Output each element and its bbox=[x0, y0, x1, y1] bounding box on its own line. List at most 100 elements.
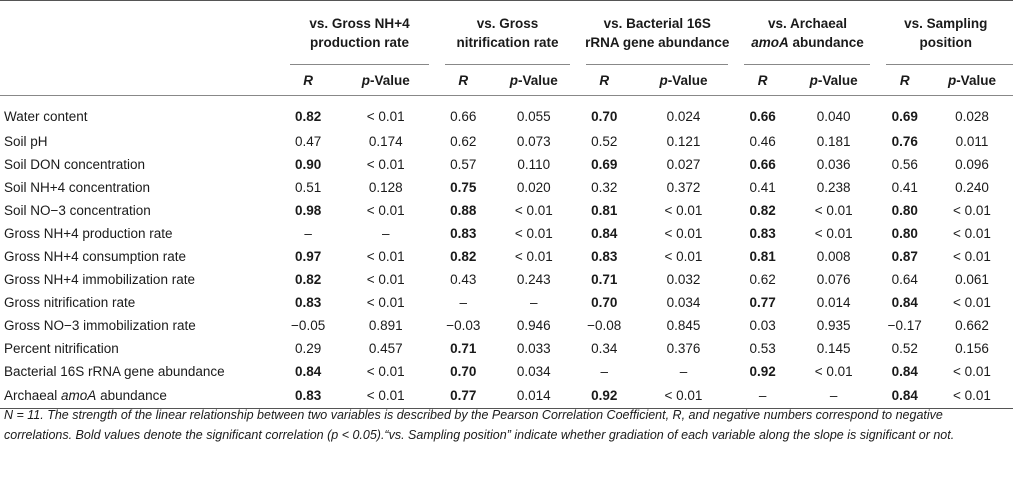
p-value-cell: 0.014 bbox=[816, 295, 851, 310]
r-value-cell: 0.84 bbox=[878, 383, 931, 409]
ion-sup: + bbox=[49, 180, 58, 195]
label-text: Archaeal bbox=[4, 388, 62, 403]
r-value-cell: 0.62 bbox=[749, 272, 776, 287]
p-value-cell: 0.011 bbox=[955, 134, 989, 149]
p-italic: p bbox=[361, 72, 370, 88]
p-value-cell: 0.946 bbox=[516, 318, 551, 333]
r-value-cell: 0.83 bbox=[295, 295, 322, 310]
gene-name: amoA bbox=[61, 388, 97, 403]
group-header-line1: vs. Sampling bbox=[879, 14, 1012, 33]
label-text-post: immobilization rate bbox=[78, 272, 195, 287]
p-value-header: p-Value bbox=[489, 65, 579, 96]
r-value-cell: 0.52 bbox=[891, 341, 918, 356]
p-rest: -Value bbox=[817, 72, 858, 88]
r-value-cell: 0.77 bbox=[749, 295, 776, 310]
p-value-cell: < 0.01 bbox=[366, 364, 405, 379]
p-value-cell: < 0.01 bbox=[366, 157, 405, 172]
group-header-text: rRNA gene abundance bbox=[585, 35, 730, 50]
label-text: Soil DON concentration bbox=[4, 157, 146, 172]
p-value-header: p-Value bbox=[630, 65, 737, 96]
p-value-cell: < 0.01 bbox=[814, 203, 853, 218]
label-text-post: production rate bbox=[78, 226, 173, 241]
r-value-cell: 0.88 bbox=[450, 203, 477, 218]
p-value-cell: 0.240 bbox=[955, 180, 989, 195]
ion-sub: 4 bbox=[71, 272, 79, 287]
group-header-4: vs. Archaeal amoA abundance bbox=[736, 0, 879, 65]
p-value-cell: < 0.01 bbox=[334, 383, 438, 409]
p-value-cell: 0.238 bbox=[816, 180, 851, 195]
group-header-line2: position bbox=[879, 33, 1012, 52]
r-value-cell: 0.81 bbox=[749, 249, 776, 264]
header-corner-sub bbox=[0, 65, 282, 96]
p-value-cell: 0.055 bbox=[516, 108, 551, 124]
ion-sup: + bbox=[394, 16, 403, 31]
p-value-cell: 0.076 bbox=[816, 272, 851, 287]
r-value-cell: 0.69 bbox=[591, 157, 618, 172]
p-value-cell: 0.020 bbox=[516, 180, 551, 195]
p-rest: -Value bbox=[667, 72, 708, 88]
p-value-cell: 0.028 bbox=[955, 108, 989, 124]
table-footnote: N = 11. The strength of the linear relat… bbox=[4, 405, 1009, 445]
group-header-text: vs. Gross NH bbox=[309, 16, 395, 31]
group-header-text: production rate bbox=[309, 35, 409, 50]
group-header-line1: vs. Bacterial 16S bbox=[579, 14, 735, 33]
r-value-cell: 0.03 bbox=[749, 318, 776, 333]
p-value-cell: < 0.01 bbox=[514, 226, 553, 241]
r-value-cell: 0.34 bbox=[591, 341, 618, 356]
table-row: Bacterial 16S rRNA gene abundance 0.84 < 0… bbox=[0, 360, 1013, 383]
p-italic: p bbox=[947, 72, 957, 88]
group-header-1: vs. Gross NH+4 production rate bbox=[281, 0, 438, 65]
table-row: Percent nitrification 0.29 0.457 0.71 0.033 0… bbox=[0, 337, 1013, 360]
r-value-cell: 0.83 bbox=[749, 226, 776, 241]
r-value-cell: 0.80 bbox=[891, 226, 918, 241]
footnote-body: The strength of the linear relationship … bbox=[4, 408, 955, 442]
p-value-cell: < 0.01 bbox=[366, 203, 405, 218]
p-value-cell: < 0.01 bbox=[814, 364, 853, 379]
p-value-cell: 0.027 bbox=[666, 157, 701, 172]
r-value-cell: 0.62 bbox=[450, 134, 477, 149]
p-value-cell: < 0.01 bbox=[664, 249, 703, 264]
p-value-cell: 0.891 bbox=[368, 318, 403, 333]
ion-charge: +4 bbox=[63, 249, 78, 264]
group-header-text: vs. Sampling bbox=[904, 16, 988, 31]
p-rest: -Value bbox=[956, 72, 996, 88]
ion-sub: 4 bbox=[71, 226, 79, 241]
row-label: Gross NH+4 production rate bbox=[0, 222, 282, 245]
r-value-cell: – bbox=[459, 295, 468, 310]
ion-charge: +4 bbox=[63, 226, 78, 241]
row-label: Archaeal amoA abundance bbox=[0, 383, 282, 409]
table-row: Soil NH+4 concentration 0.51 0.128 0.75 0.02… bbox=[0, 176, 1013, 199]
r-value-cell: 0.82 bbox=[450, 249, 477, 264]
ion-charge: −3 bbox=[64, 318, 79, 333]
r-value-cell: 0.66 bbox=[749, 108, 776, 124]
p-value-cell: 0.181 bbox=[816, 134, 851, 149]
table-header: vs. Gross NH+4 production rate vs. Gross ni… bbox=[0, 0, 1013, 96]
r-value-cell: 0.77 bbox=[437, 383, 490, 409]
p-value-header: p-Value bbox=[334, 65, 438, 96]
p-value-cell: < 0.01 bbox=[366, 272, 405, 287]
ion-sub: 4 bbox=[57, 180, 66, 195]
r-value-cell: 0.53 bbox=[749, 341, 776, 356]
table-row: Soil pH 0.47 0.174 0.62 0.073 0.52 0.121 0.46 0.… bbox=[0, 130, 1013, 153]
r-value-cell: 0.90 bbox=[295, 157, 322, 172]
label-text: Gross NH bbox=[4, 272, 64, 287]
p-value-cell: 0.032 bbox=[666, 272, 701, 287]
r-value-cell: 0.70 bbox=[450, 364, 477, 379]
p-value-cell: 0.145 bbox=[816, 341, 851, 356]
row-label: Bacterial 16S rRNA gene abundance bbox=[0, 360, 282, 383]
p-value-cell: 0.034 bbox=[666, 295, 701, 310]
p-value-header: p-Value bbox=[930, 65, 1013, 96]
r-value-cell: 0.66 bbox=[450, 108, 477, 124]
group-header-text: nitrification rate bbox=[456, 35, 559, 50]
ion-charge: +4 bbox=[63, 272, 78, 287]
p-rest: -Value bbox=[369, 72, 410, 88]
row-label: Soil NO−3 concentration bbox=[0, 199, 282, 222]
r-value-cell: 0.83 bbox=[450, 226, 477, 241]
group-header-line1: vs. Gross NH+4 bbox=[283, 14, 436, 33]
p-value-cell: 0.156 bbox=[955, 341, 989, 356]
table-row: Soil NO−3 concentration 0.98 < 0.01 0.88 < 0… bbox=[0, 199, 1013, 222]
ion-sub: 3 bbox=[71, 318, 80, 333]
r-value-cell: 0.75 bbox=[450, 180, 477, 195]
r-value-cell: 0.98 bbox=[295, 203, 322, 218]
r-value-cell: −0.17 bbox=[887, 318, 922, 333]
